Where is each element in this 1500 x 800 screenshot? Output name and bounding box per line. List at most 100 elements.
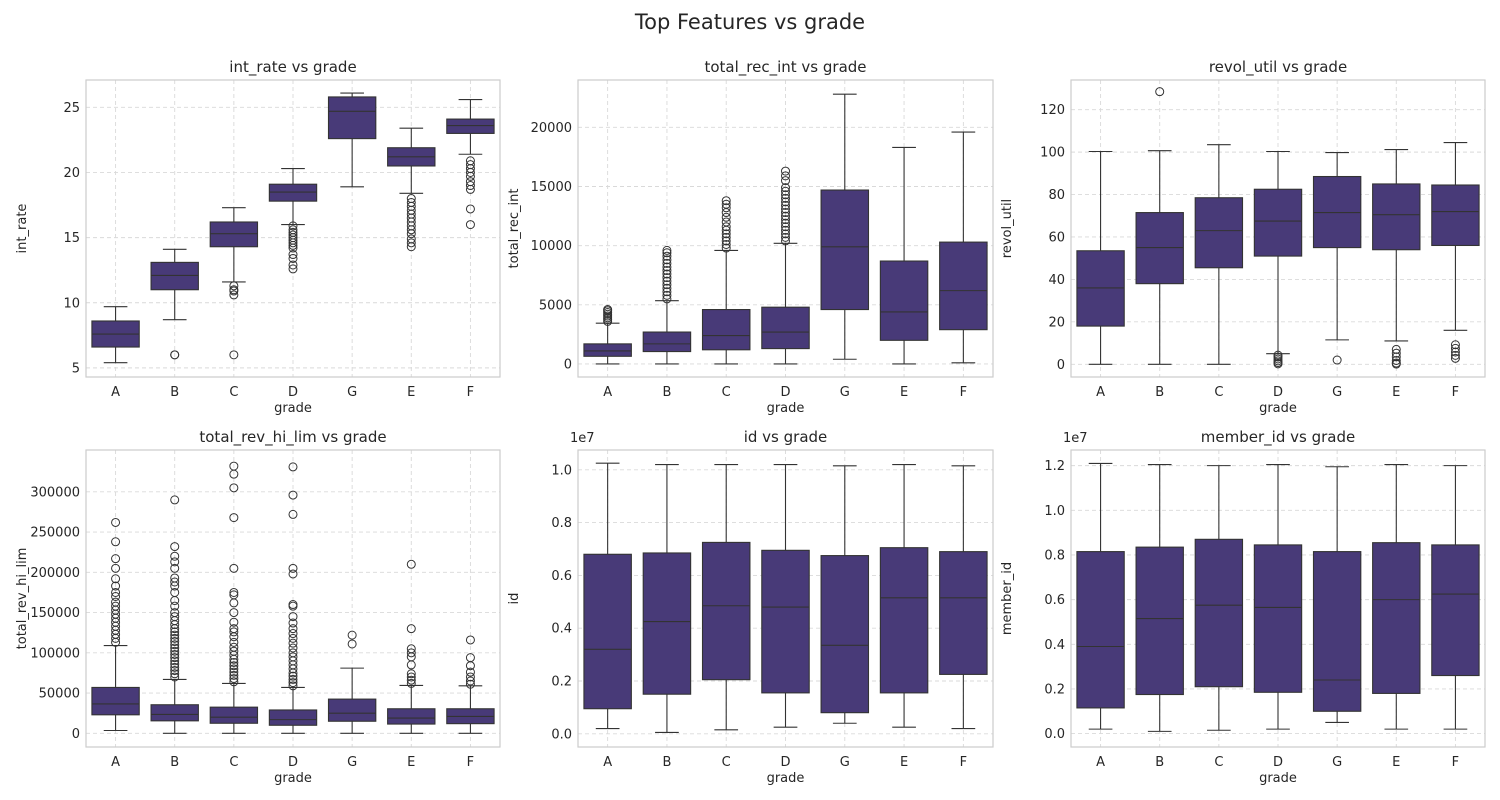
outlier-point bbox=[170, 563, 180, 573]
outlier-point bbox=[288, 250, 298, 260]
iqr-box bbox=[91, 686, 140, 716]
outlier-point bbox=[1155, 87, 1165, 97]
outlier-point bbox=[465, 676, 475, 686]
box-G bbox=[1312, 466, 1362, 723]
outlier-point bbox=[662, 294, 672, 304]
outlier-point bbox=[288, 618, 298, 628]
y-tick-label: 1.2 bbox=[1044, 459, 1065, 474]
outlier-point bbox=[781, 215, 790, 225]
outlier-point bbox=[229, 670, 239, 680]
y-tick-label: 20000 bbox=[531, 121, 572, 136]
outlier-point bbox=[406, 242, 416, 252]
outlier-point bbox=[288, 671, 298, 681]
x-tick-label: F bbox=[960, 385, 967, 400]
outlier-point bbox=[721, 199, 731, 209]
outlier-point bbox=[781, 208, 790, 218]
iqr-box bbox=[583, 553, 632, 710]
y-tick-label: 0.6 bbox=[1044, 593, 1065, 608]
y-tick-label: 0 bbox=[1057, 358, 1065, 373]
outlier-point bbox=[721, 236, 731, 246]
outlier-point bbox=[288, 240, 298, 250]
outlier-point bbox=[1450, 343, 1460, 353]
axis-offset-label: 1e7 bbox=[1063, 431, 1088, 446]
x-tick-label: E bbox=[900, 755, 908, 770]
outlier-point bbox=[781, 225, 790, 235]
outlier-point bbox=[111, 587, 121, 597]
y-tick-label: 60 bbox=[1048, 230, 1065, 245]
x-axis-label: grade bbox=[274, 771, 312, 786]
outlier-point bbox=[662, 248, 672, 258]
outlier-point bbox=[229, 281, 239, 291]
outlier-point bbox=[662, 280, 672, 290]
outlier-point bbox=[721, 239, 731, 249]
outlier-point bbox=[170, 643, 180, 653]
plot-frame bbox=[1070, 79, 1486, 378]
x-tick-label: B bbox=[662, 385, 671, 400]
iqr-box bbox=[1135, 546, 1184, 696]
x-tick-label: D bbox=[780, 385, 790, 400]
x-tick-label: A bbox=[1096, 385, 1105, 400]
outlier-point bbox=[229, 642, 239, 652]
outlier-point bbox=[781, 197, 790, 207]
iqr-box bbox=[879, 547, 929, 694]
x-tick-label: G bbox=[840, 385, 850, 400]
box-E bbox=[387, 127, 436, 252]
x-axis-label: grade bbox=[1259, 771, 1297, 786]
x-axis-label: grade bbox=[767, 401, 805, 416]
outlier-point bbox=[721, 212, 731, 222]
y-tick-label: 25 bbox=[63, 101, 80, 116]
box-D bbox=[761, 463, 810, 728]
box-A bbox=[91, 517, 140, 732]
outlier-point bbox=[406, 648, 416, 658]
box-F bbox=[939, 465, 988, 730]
outlier-point bbox=[229, 624, 239, 634]
iqr-box bbox=[387, 708, 436, 725]
outlier-point bbox=[465, 220, 475, 230]
outlier-point bbox=[111, 581, 121, 591]
y-tick-label: 40 bbox=[1048, 273, 1065, 288]
outlier-point bbox=[781, 222, 790, 232]
x-tick-label: C bbox=[1214, 755, 1223, 770]
outlier-point bbox=[288, 600, 298, 610]
outlier-point bbox=[721, 243, 731, 253]
box-B bbox=[642, 463, 692, 734]
outlier-point bbox=[662, 262, 672, 272]
outlier-point bbox=[406, 624, 416, 634]
y-tick-label: 0.4 bbox=[551, 622, 572, 637]
y-tick-label: 150000 bbox=[30, 606, 80, 621]
x-tick-label: G bbox=[840, 755, 850, 770]
iqr-box bbox=[150, 261, 199, 291]
outlier-point bbox=[347, 639, 357, 649]
iqr-box bbox=[1431, 184, 1480, 247]
subplot-title: int_rate vs grade bbox=[229, 58, 356, 77]
subplot-title: member_id vs grade bbox=[1201, 428, 1355, 447]
box-B bbox=[1135, 87, 1184, 365]
outlier-point bbox=[662, 266, 672, 276]
outlier-point bbox=[662, 273, 672, 283]
box-F bbox=[1431, 465, 1480, 730]
box-A bbox=[583, 305, 632, 365]
outlier-point bbox=[406, 238, 416, 248]
outlier-point bbox=[170, 542, 180, 552]
y-tick-label: 0.0 bbox=[1044, 727, 1065, 742]
x-tick-label: E bbox=[1392, 385, 1400, 400]
y-tick-label: 0.4 bbox=[1044, 638, 1065, 653]
y-tick-label: 15000 bbox=[531, 180, 572, 195]
outlier-point bbox=[170, 608, 180, 618]
box-G bbox=[1312, 152, 1362, 365]
box-A bbox=[1076, 150, 1125, 365]
outlier-point bbox=[406, 229, 416, 239]
x-axis-label: grade bbox=[767, 771, 805, 786]
outlier-point bbox=[662, 290, 672, 300]
outlier-point bbox=[111, 601, 121, 611]
iqr-box bbox=[1253, 544, 1303, 693]
outlier-point bbox=[1450, 347, 1460, 357]
x-tick-label: E bbox=[900, 385, 908, 400]
outlier-point bbox=[170, 495, 180, 505]
outlier-point bbox=[721, 196, 731, 206]
iqr-box bbox=[150, 704, 199, 722]
iqr-box bbox=[327, 698, 377, 722]
x-tick-label: A bbox=[603, 755, 612, 770]
y-tick-label: 0.0 bbox=[551, 727, 572, 742]
